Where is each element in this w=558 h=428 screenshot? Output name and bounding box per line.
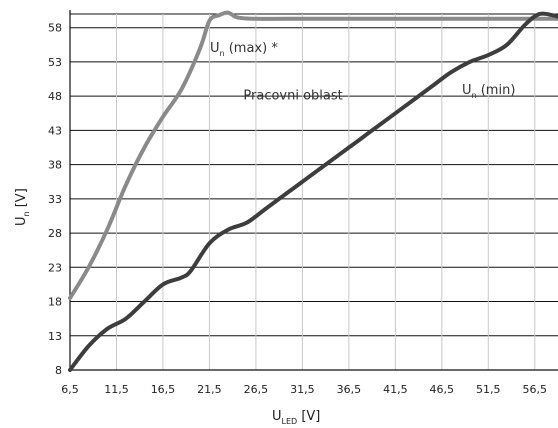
x-tick-label: 21,5 [197,383,222,396]
y-tick-label: 23 [48,261,62,274]
y-tick-label: 58 [48,22,62,35]
y-tick-label: 48 [48,90,62,103]
series-line-un-min [68,11,558,372]
x-tick-label: 51,5 [476,383,501,396]
tick-labels: 8 13 18 23 28 33 38 43 48 53 58 6,5 11,5 16,5 21,5 26,5… [48,22,547,396]
x-tick-label: 11,5 [104,383,129,396]
axes [69,10,558,371]
y-tick-label: 18 [48,296,62,309]
annotation-working-area: Pracovni oblast [243,89,342,104]
series-label-un-min: Un (min) [462,83,515,100]
series-lines [68,10,558,372]
series-label-un-max: Un (max) * [210,41,278,58]
x-tick-label: 31,5 [290,383,315,396]
grid [70,13,558,371]
x-tick-label: 36,5 [337,383,362,396]
x-tick-label: 6,5 [61,383,79,396]
x-tick-label: 26,5 [244,383,269,396]
x-tick-label: 41,5 [383,383,408,396]
y-tick-label: 43 [48,124,62,137]
x-tick-label: 56,5 [523,383,548,396]
y-tick-label: 28 [48,227,62,240]
y-tick-label: 13 [48,330,62,343]
x-tick-label: 46,5 [430,383,455,396]
y-tick-label: 8 [55,364,62,377]
y-tick-label: 33 [48,193,62,206]
series-line-un-max [68,10,558,301]
labels: Un (max) * Un (min) Pracovni oblast ULED [V… [14,41,515,426]
x-axis-label: ULED [V] [272,409,320,426]
y-tick-label: 38 [48,159,62,172]
y-axis-label: Un [V] [14,188,31,226]
y-tick-label: 53 [48,56,62,69]
x-tick-label: 16,5 [151,383,176,396]
